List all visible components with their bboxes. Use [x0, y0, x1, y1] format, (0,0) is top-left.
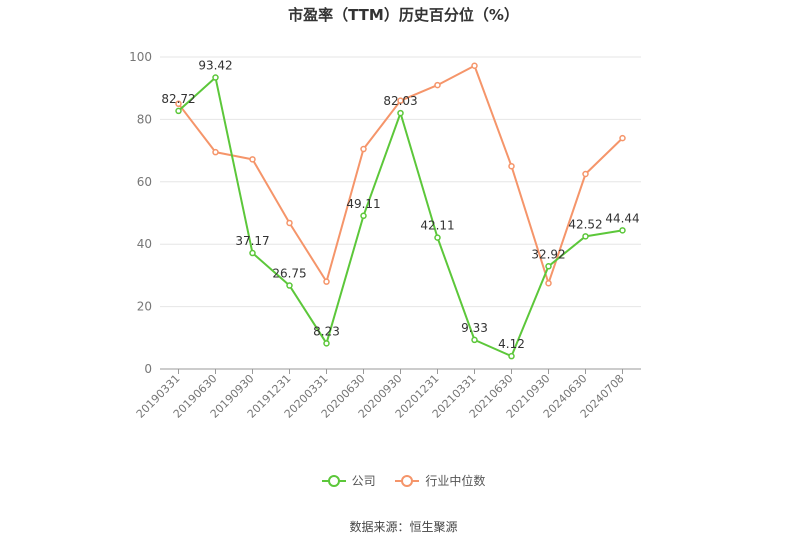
series-point-1	[619, 134, 626, 142]
data-label: 82.72	[161, 92, 195, 106]
series-point-1	[434, 81, 441, 89]
series-point-1	[175, 100, 182, 108]
series-point-1	[323, 278, 330, 285]
data-label: 82.03	[383, 94, 417, 108]
series-point-0	[619, 227, 626, 234]
series-point-1	[397, 97, 404, 104]
label-layer: 82.72 93.42 37.17 26.75 8.23 49.11 82.03 42.11 9…	[161, 59, 639, 352]
data-label: 9.33	[461, 321, 488, 335]
y-tick-label: 20	[137, 300, 152, 314]
data-label: 93.42	[198, 59, 232, 73]
series-point-0	[397, 109, 404, 117]
y-tick-label: 40	[137, 237, 152, 251]
data-label: 4.12	[498, 337, 525, 351]
series-point-0	[545, 263, 552, 270]
data-label: 37.17	[235, 234, 269, 248]
series-point-1	[582, 170, 589, 178]
series-point-1	[360, 145, 367, 153]
series-point-0	[249, 249, 256, 257]
chart-title: 市盈率（TTM）历史百分位（%）	[288, 6, 519, 24]
legend-swatch-company	[321, 474, 346, 487]
series-point-0	[471, 336, 478, 344]
data-label: 42.11	[420, 219, 454, 233]
series-layer	[175, 62, 626, 360]
series-point-0	[286, 282, 293, 289]
series-point-1	[545, 279, 552, 287]
y-tick-label: 80	[137, 112, 152, 126]
data-label: 42.52	[568, 217, 602, 231]
data-label: 32.92	[531, 247, 565, 261]
series-point-1	[508, 162, 515, 170]
y-tick-label: 0	[144, 362, 152, 376]
series-point-0	[175, 107, 182, 115]
series-point-0	[508, 352, 515, 360]
data-label: 8.23	[313, 324, 340, 338]
y-tick-label: 100	[129, 50, 152, 64]
series-point-0	[323, 340, 330, 347]
data-label: 49.11	[346, 197, 380, 211]
series-point-1	[471, 62, 478, 69]
legend-label-industry-median: 行业中位数	[425, 474, 486, 488]
series-point-1	[286, 219, 293, 227]
legend-item-company[interactable]: 公司	[321, 472, 376, 489]
series-point-0	[434, 234, 441, 241]
series-point-0	[582, 233, 589, 240]
grid-layer	[160, 56, 641, 308]
data-label: 26.75	[272, 267, 306, 281]
series-point-1	[249, 156, 256, 163]
series-point-0	[360, 212, 367, 220]
data-label: 44.44	[605, 211, 639, 225]
legend-item-industry-median[interactable]: 行业中位数	[395, 472, 485, 489]
legend: 公司 行业中位数	[0, 472, 807, 490]
y-tick-label: 60	[137, 175, 152, 189]
data-source: 数据来源：恒生聚源	[349, 520, 458, 534]
legend-label-company: 公司	[351, 474, 376, 488]
series-point-0	[212, 74, 219, 81]
legend-swatch-industry-median	[395, 474, 420, 487]
series-point-1	[212, 148, 219, 156]
